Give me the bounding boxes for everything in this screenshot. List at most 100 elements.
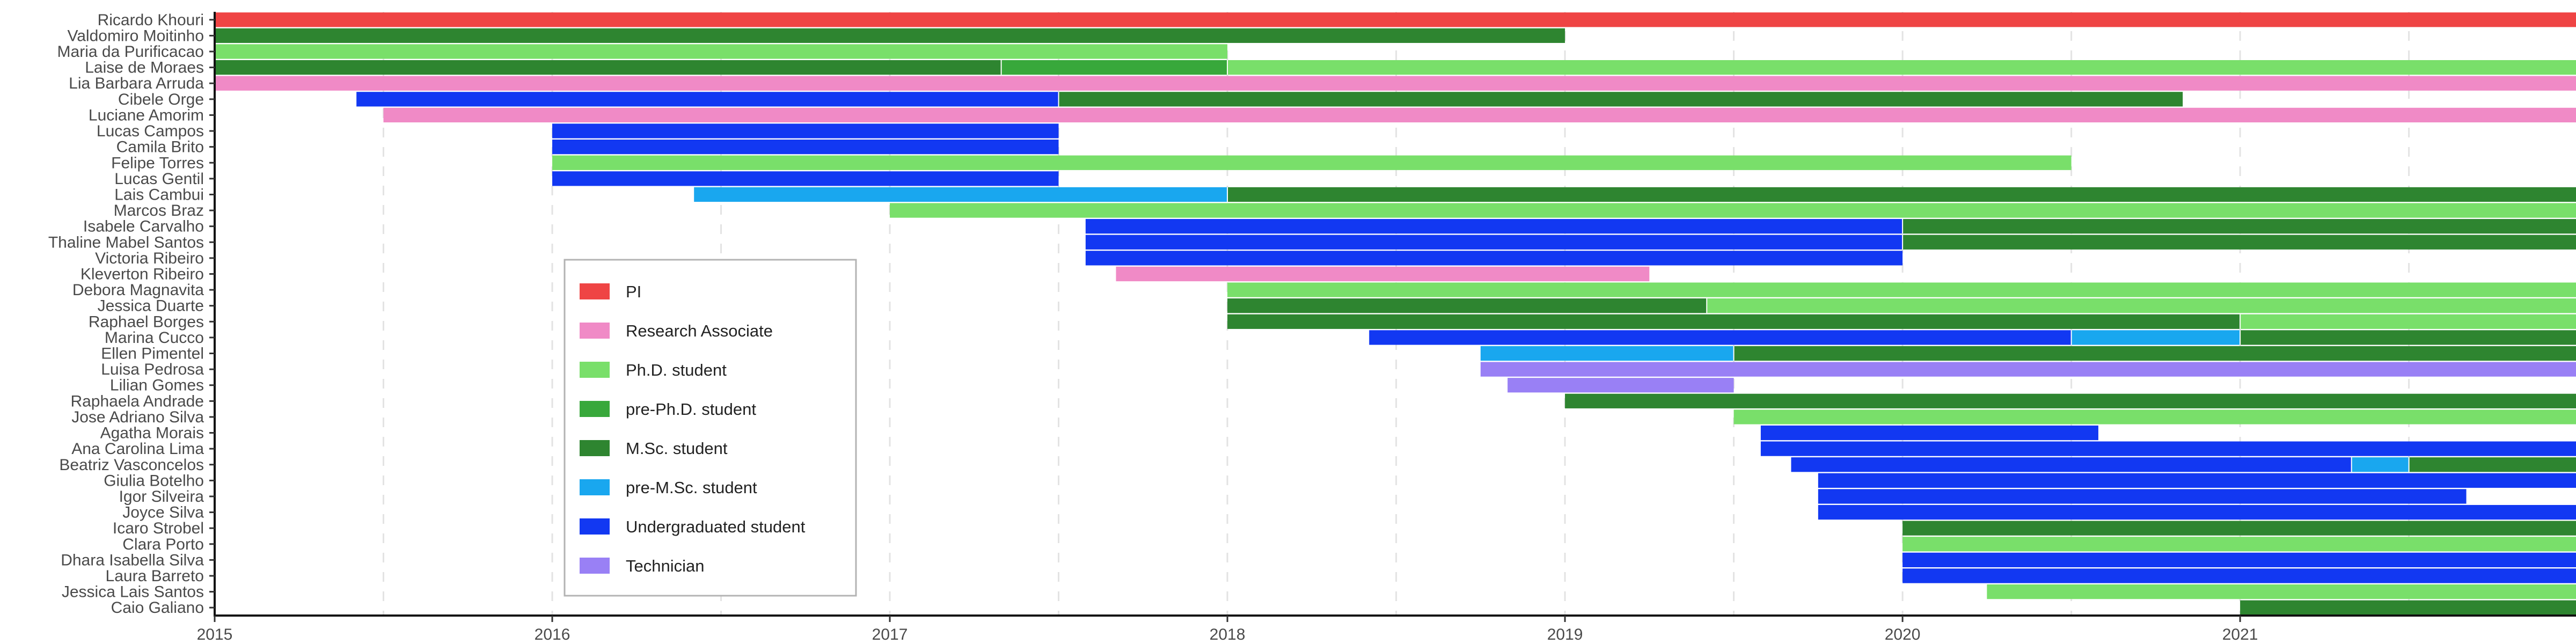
timeline-bar	[890, 203, 2576, 218]
legend-box	[564, 259, 857, 597]
timeline-bar	[1707, 298, 2576, 313]
legend-label: Ph.D. student	[626, 361, 727, 379]
timeline-bar	[215, 76, 2576, 91]
person-label: Lia Barbara Arruda	[69, 75, 204, 92]
person-label: Agatha Morais	[100, 425, 204, 442]
person-label: Isabele Carvalho	[83, 218, 204, 236]
x-tick-label: 2015	[197, 626, 233, 643]
timeline-bar	[1760, 425, 2098, 441]
timeline-bar	[215, 28, 1565, 43]
legend-label: Technician	[626, 557, 704, 575]
timeline-bar	[1227, 314, 2241, 329]
person-label: Raphaela Andrade	[70, 392, 204, 410]
legend: PI Research Associate Ph.D. student pre-Ph.…	[564, 259, 857, 597]
legend-label: M.Sc. student	[626, 439, 728, 458]
timeline-bar	[1902, 521, 2576, 536]
person-label: Laura Barreto	[106, 567, 204, 585]
timeline-bar	[552, 171, 1059, 186]
legend-swatch	[580, 558, 610, 574]
person-label: Ellen Pimentel	[101, 345, 204, 363]
x-tick-label: 2021	[2222, 626, 2258, 643]
person-label: Cibele Orge	[118, 91, 204, 108]
person-label: Victoria Ribeiro	[95, 250, 204, 267]
timeline-bar	[1791, 457, 2352, 472]
legend-label: PI	[626, 282, 641, 301]
person-label: Icaro Strobel	[113, 519, 204, 537]
timeline-bar	[694, 187, 1228, 202]
timeline-bar	[1085, 251, 1903, 266]
timeline-bar	[1818, 504, 2576, 520]
person-label: Joyce Silva	[122, 504, 204, 522]
legend-label: Research Associate	[626, 321, 773, 340]
timeline-bar	[1085, 235, 1903, 250]
legend-swatch	[580, 323, 610, 339]
legend-swatch	[580, 518, 610, 535]
timeline-bar	[1733, 346, 2576, 361]
timeline-bar	[1902, 552, 2576, 567]
timeline-bar	[1116, 266, 1650, 282]
timeline-bar	[2240, 314, 2576, 329]
timeline-bar	[552, 155, 2072, 170]
person-label: Lilian Gomes	[110, 377, 204, 394]
person-label: Debora Magnavita	[72, 281, 204, 299]
timeline-bar	[215, 12, 2576, 27]
person-label: Ana Carolina Lima	[71, 440, 204, 458]
timeline-bar	[1507, 378, 1734, 393]
timeline-bar	[1760, 441, 2576, 456]
person-label: Marina Cucco	[105, 329, 204, 347]
person-label: Raphael Borges	[89, 313, 204, 331]
legend-swatch	[580, 479, 610, 495]
person-label: Dhara Isabella Silva	[61, 551, 204, 569]
person-label: Luciane Amorim	[89, 106, 204, 124]
person-label: Igor Silveira	[119, 488, 204, 506]
timeline-bar	[1902, 235, 2576, 250]
x-tick-label: 2017	[872, 626, 908, 643]
x-axis-ticks: 2015 2016 2017 2018 2019 2020 2021	[197, 616, 2258, 643]
timeline-bar	[215, 60, 1001, 75]
person-label: Ricardo Khouri	[98, 11, 204, 29]
legend-swatch	[580, 283, 610, 299]
timeline-bar	[383, 107, 2576, 123]
person-label: Jose Adriano Silva	[71, 408, 204, 426]
timeline-bar	[1480, 362, 2576, 377]
timeline-bar	[1902, 219, 2576, 234]
person-label: Giulia Botelho	[104, 472, 204, 489]
timeline-bar	[1818, 489, 2467, 504]
x-tick-label: 2020	[1885, 626, 1921, 643]
person-label: Caio Galiano	[111, 599, 204, 617]
timeline-bar	[1227, 298, 1707, 313]
legend-swatch	[580, 401, 610, 417]
legend-swatch	[580, 440, 610, 456]
legend-swatch	[580, 362, 610, 378]
timeline-bar	[1733, 409, 2576, 425]
person-label: Felipe Torres	[111, 154, 204, 172]
person-label: Maria da Purificacao	[57, 43, 204, 61]
timeline-bar	[1369, 330, 2072, 345]
person-label: Valdomiro Moitinho	[67, 27, 204, 45]
timeline-bar	[1480, 346, 1734, 361]
person-label: Clara Porto	[122, 536, 204, 553]
bars	[215, 12, 2576, 615]
person-label: Lucas Gentil	[114, 170, 204, 188]
x-tick-label: 2016	[535, 626, 570, 643]
timeline-bar	[2409, 457, 2576, 472]
person-label: Lais Cambui	[114, 186, 204, 203]
timeline-bar	[356, 92, 1059, 107]
timeline-bar	[2240, 600, 2576, 615]
timeline-bar	[2240, 330, 2576, 345]
timeline-bar	[1902, 537, 2576, 552]
timeline-bar	[1001, 60, 1228, 75]
timeline-bar	[1058, 92, 2183, 107]
timeline-bar	[1902, 568, 2576, 583]
person-label: Camila Brito	[116, 138, 204, 156]
person-label: Jessica Duarte	[98, 297, 204, 315]
x-tick-label: 2018	[1210, 626, 1246, 643]
person-label: Jessica Lais Santos	[62, 583, 204, 601]
timeline-bar	[215, 44, 1228, 59]
legend-label: pre-M.Sc. student	[626, 478, 757, 497]
timeline-bar	[2071, 330, 2241, 345]
timeline-bar	[1818, 473, 2576, 488]
timeline-bar	[1085, 219, 1903, 234]
